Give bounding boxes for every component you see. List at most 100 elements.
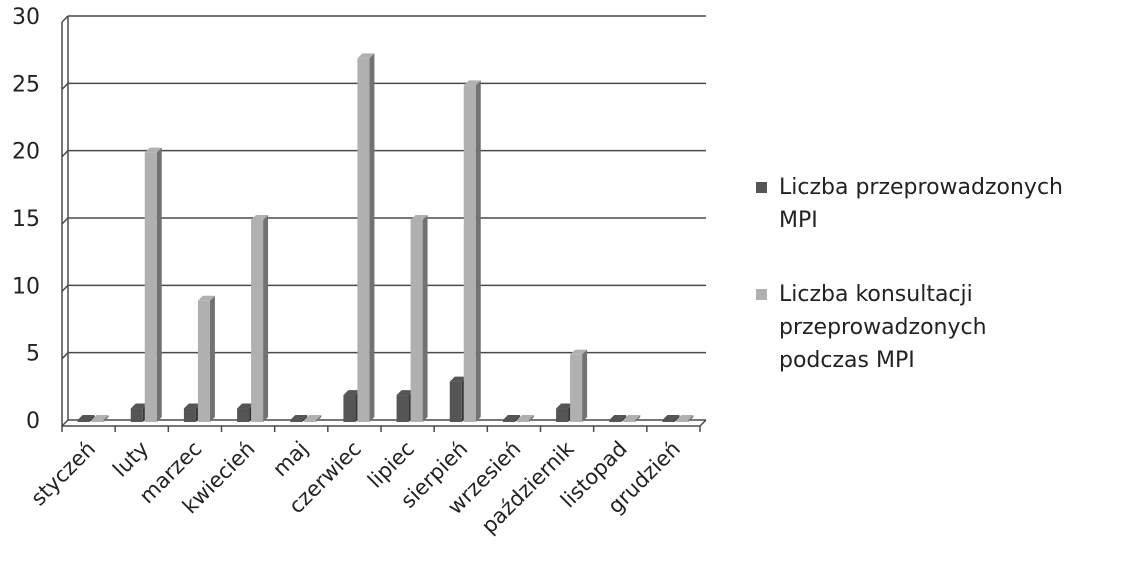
bar-front	[449, 381, 462, 422]
bar-konsultacje	[144, 147, 162, 422]
bar-side	[422, 215, 428, 422]
bar-top	[144, 147, 162, 153]
bar-konsultacje	[91, 415, 109, 422]
bar-top	[197, 295, 215, 301]
gridline-depth	[61, 15, 69, 23]
bar-front	[463, 85, 476, 422]
bar-front	[396, 395, 409, 422]
y-tick-labels: 0 5 10 15 20 25 30	[12, 5, 40, 434]
bar-front	[77, 420, 90, 422]
bar-front	[343, 395, 356, 422]
gridline-depth	[61, 150, 69, 158]
gridline-depth	[61, 284, 69, 292]
y-tick-label: 5	[26, 342, 40, 367]
bar-side	[528, 415, 534, 422]
bar-front	[556, 408, 569, 422]
bar-side	[103, 415, 109, 422]
bar-front	[662, 420, 675, 422]
bar-top	[516, 415, 534, 420]
bar-side	[156, 147, 162, 422]
bar-front	[183, 408, 196, 422]
gridline-depth	[61, 352, 69, 360]
bar-konsultacje	[357, 53, 375, 423]
bar-top	[343, 390, 361, 396]
x-tick-label: styczeń	[26, 437, 100, 511]
bar-front	[237, 408, 250, 422]
bar-mpi	[662, 415, 680, 422]
y-tick-label: 15	[12, 207, 40, 232]
bar-side	[635, 415, 641, 422]
bar-mpi	[609, 415, 627, 422]
gridline-depth	[61, 217, 69, 225]
legend-swatch	[756, 289, 767, 300]
bar-side	[475, 80, 481, 422]
bar-konsultacje	[463, 80, 481, 422]
bar-front	[144, 152, 157, 422]
y-tick-label: 25	[12, 72, 40, 97]
legend-label: Liczba konsultacji	[779, 282, 973, 307]
gridline-depth	[61, 82, 69, 90]
bar-mpi	[290, 415, 308, 422]
y-tick-label: 10	[12, 274, 40, 299]
bar-side	[621, 415, 627, 422]
x-tick-label: luty	[108, 437, 153, 482]
bar-top	[676, 415, 694, 420]
gridlines	[61, 15, 706, 427]
bar-top	[556, 403, 574, 409]
bar-front	[304, 420, 317, 422]
bar-front	[623, 420, 636, 422]
bar-konsultacje	[623, 415, 641, 422]
bar-front	[357, 58, 370, 423]
bar-front	[410, 220, 423, 422]
bars	[77, 53, 694, 423]
bar-top	[502, 415, 520, 420]
y-tick-label: 30	[12, 5, 40, 30]
bar-side	[89, 415, 95, 422]
bar-top	[183, 403, 201, 409]
bar-top	[237, 403, 255, 409]
bar-side	[582, 349, 588, 422]
bar-side	[209, 295, 215, 422]
bar-konsultacje	[197, 295, 215, 422]
bar-top	[304, 415, 322, 420]
bar-top	[396, 390, 414, 396]
bar-front	[130, 408, 143, 422]
bar-side	[316, 415, 322, 422]
y-tick-label: 0	[26, 409, 40, 434]
bar-top	[357, 53, 375, 59]
bar-front	[502, 420, 515, 422]
bar-side	[688, 415, 694, 422]
bar-side	[263, 215, 269, 422]
bar-top	[463, 80, 481, 86]
legend: Liczba przeprowadzonych MPI Liczba konsult…	[756, 175, 1063, 373]
bar-konsultacje	[516, 415, 534, 422]
bar-top	[609, 415, 627, 420]
x-axis-depth	[699, 419, 707, 427]
bar-front	[570, 354, 583, 422]
bar-konsultacje	[304, 415, 322, 422]
bar-front	[290, 420, 303, 422]
bar-front	[91, 420, 104, 422]
bar-top	[77, 415, 95, 420]
bar-front	[197, 300, 210, 422]
bar-top	[91, 415, 109, 420]
bar-front	[676, 420, 689, 422]
bar-front	[251, 220, 264, 422]
bar-top	[130, 403, 148, 409]
bar-top	[251, 215, 269, 220]
bar-mpi	[502, 415, 520, 422]
legend-swatch	[756, 182, 767, 193]
axes	[61, 16, 707, 432]
y-tick-label: 20	[12, 140, 40, 165]
bar-side	[302, 415, 308, 422]
bar-side	[369, 53, 375, 423]
gridline-depth	[61, 419, 69, 427]
bar-side	[514, 415, 520, 422]
bar-top	[662, 415, 680, 420]
legend-label: MPI	[779, 208, 818, 233]
legend-label: przeprowadzonych	[779, 315, 987, 340]
bar-top	[570, 349, 588, 355]
bar-mpi	[396, 390, 414, 422]
legend-label: Liczba przeprowadzonych	[779, 175, 1063, 200]
